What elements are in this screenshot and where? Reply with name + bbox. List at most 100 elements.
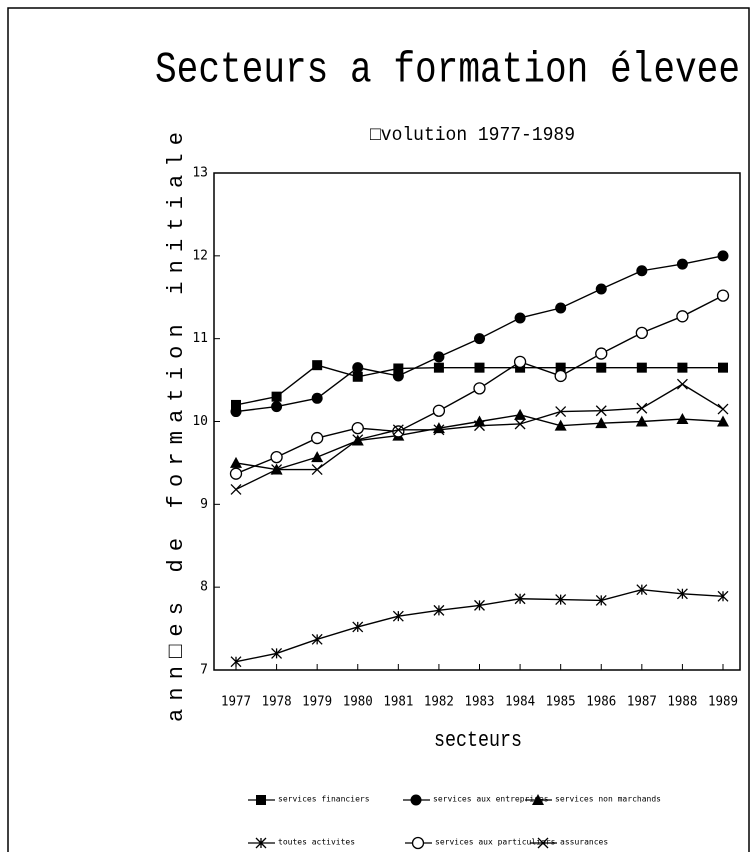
marker	[474, 420, 485, 432]
marker	[595, 417, 608, 429]
frame	[7, 7, 750, 852]
legend-label: services financiers	[278, 795, 370, 804]
marker	[676, 588, 688, 600]
x-tick-label: 1979	[302, 695, 332, 710]
y-tick-label: 13	[192, 166, 208, 181]
y-tick-label: 7	[200, 663, 208, 678]
marker	[433, 351, 445, 363]
marker	[411, 836, 425, 850]
marker	[230, 483, 242, 495]
marker	[717, 590, 729, 602]
marker	[311, 451, 324, 463]
marker	[716, 289, 730, 302]
chart-subtitle: □volution 1977-1989	[370, 124, 575, 146]
y-tick-label: 8	[200, 580, 208, 595]
y-tick-label: 9	[200, 497, 208, 512]
marker	[513, 355, 527, 369]
marker	[433, 362, 444, 373]
marker	[554, 419, 567, 431]
legend-label: toutes activites	[278, 838, 355, 847]
marker	[393, 363, 404, 374]
marker	[514, 408, 527, 420]
marker	[595, 405, 607, 417]
marker	[636, 584, 648, 596]
marker	[555, 362, 566, 373]
marker	[255, 837, 267, 849]
marker	[514, 312, 526, 324]
marker	[537, 837, 549, 849]
marker	[717, 403, 729, 415]
marker	[230, 656, 242, 668]
marker	[271, 401, 283, 413]
marker	[635, 415, 648, 427]
marker	[433, 604, 445, 616]
marker	[270, 450, 283, 464]
x-tick-label: 1980	[343, 695, 373, 710]
marker	[635, 326, 648, 340]
marker	[271, 464, 283, 476]
marker	[595, 283, 607, 295]
y-tick-label: 12	[192, 248, 208, 263]
x-tick-label: 1983	[465, 695, 495, 710]
marker	[311, 633, 323, 645]
marker	[718, 362, 728, 373]
marker	[717, 415, 729, 427]
marker	[532, 794, 544, 805]
marker	[230, 406, 242, 418]
x-tick-label: 1981	[383, 695, 413, 710]
x-axis-label: secteurs	[434, 728, 522, 753]
marker	[595, 594, 607, 606]
legend-label: services aux entreprises	[433, 795, 549, 804]
marker	[554, 369, 567, 383]
marker	[676, 378, 688, 390]
x-tick-label: 1978	[262, 695, 292, 710]
marker	[474, 333, 485, 345]
marker	[677, 362, 688, 373]
marker	[473, 382, 486, 395]
marker	[410, 794, 422, 806]
marker	[636, 362, 647, 373]
legend-label: assurances	[560, 838, 608, 847]
marker	[596, 362, 607, 373]
marker	[256, 795, 266, 805]
marker	[432, 404, 446, 417]
marker	[271, 647, 283, 659]
x-tick-label: 1986	[586, 695, 616, 710]
marker	[352, 362, 364, 374]
y-axis-label: ann□es de formation initiale	[164, 132, 189, 722]
y-tick-label: 11	[192, 331, 208, 346]
marker	[676, 258, 688, 270]
x-tick-label: 1984	[505, 695, 535, 710]
marker	[433, 424, 445, 436]
marker	[311, 431, 324, 445]
marker	[555, 302, 567, 314]
marker	[392, 424, 404, 436]
marker	[473, 415, 486, 427]
marker	[392, 610, 404, 622]
marker	[676, 310, 689, 323]
marker	[676, 413, 689, 425]
marker	[271, 391, 282, 402]
x-tick-label: 1988	[667, 695, 697, 710]
marker	[474, 362, 485, 373]
marker	[352, 371, 363, 382]
marker	[514, 593, 526, 605]
legend-label: services non marchands	[555, 795, 661, 804]
marker	[231, 399, 241, 410]
x-tick-label: 1985	[546, 695, 576, 710]
marker	[392, 370, 404, 382]
y-tick-label: 10	[192, 414, 208, 429]
marker	[514, 418, 526, 430]
marker	[474, 599, 485, 611]
legend-label: services aux particuliers	[435, 838, 556, 847]
marker	[636, 265, 648, 277]
marker	[352, 434, 364, 446]
x-tick-label: 1982	[424, 695, 454, 710]
marker	[311, 392, 323, 404]
marker	[555, 594, 567, 606]
marker	[555, 406, 567, 418]
marker	[595, 347, 608, 360]
marker	[230, 456, 242, 468]
x-tick-label: 1977	[221, 695, 251, 710]
